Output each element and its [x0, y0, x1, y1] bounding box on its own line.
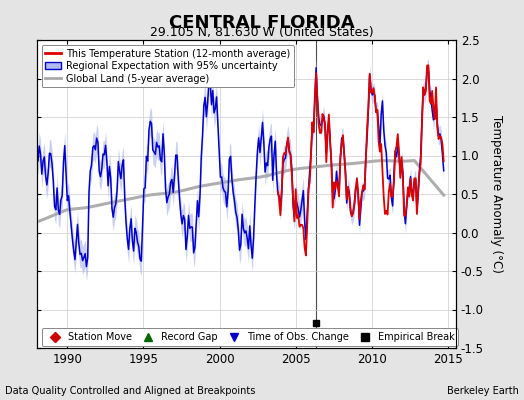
Text: Berkeley Earth: Berkeley Earth	[447, 386, 519, 396]
Y-axis label: Temperature Anomaly (°C): Temperature Anomaly (°C)	[490, 115, 503, 273]
Text: Data Quality Controlled and Aligned at Breakpoints: Data Quality Controlled and Aligned at B…	[5, 386, 256, 396]
Text: CENTRAL FLORIDA: CENTRAL FLORIDA	[169, 14, 355, 32]
Text: 29.105 N, 81.630 W (United States): 29.105 N, 81.630 W (United States)	[150, 26, 374, 39]
Legend: Station Move, Record Gap, Time of Obs. Change, Empirical Break: Station Move, Record Gap, Time of Obs. C…	[41, 328, 459, 346]
